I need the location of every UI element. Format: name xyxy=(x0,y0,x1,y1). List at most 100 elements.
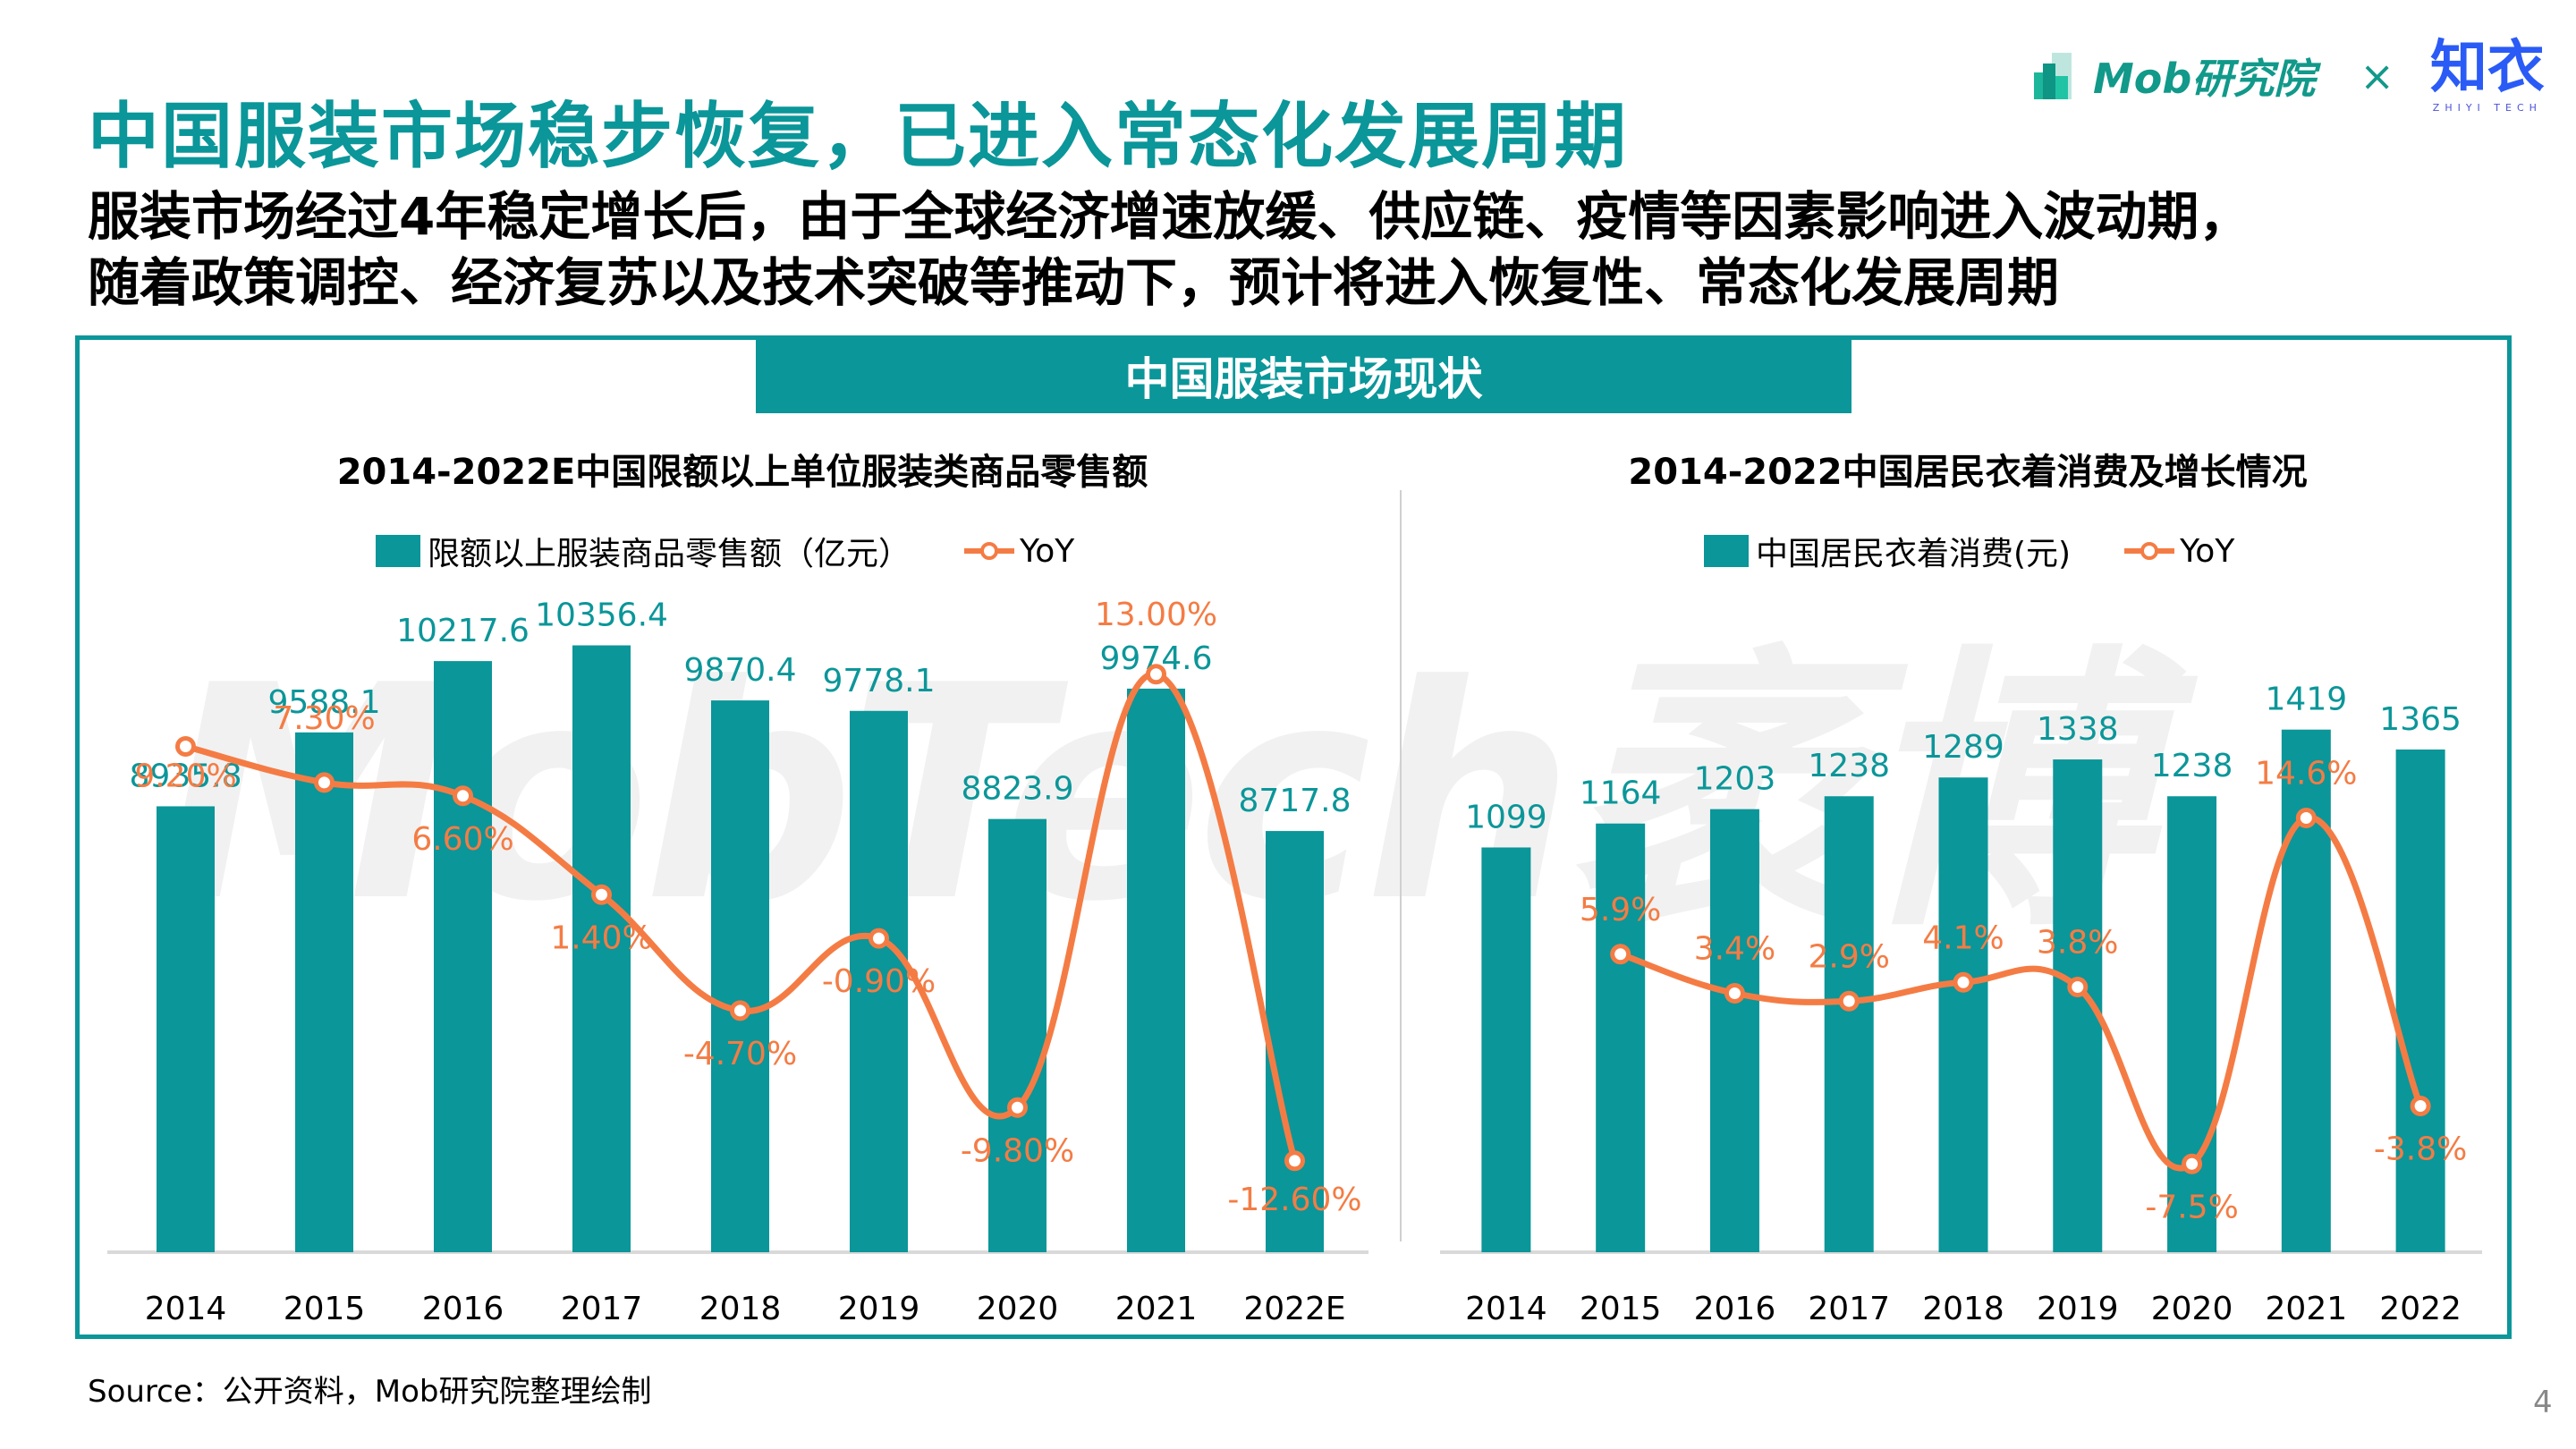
yoy-point xyxy=(2182,1153,2203,1174)
yoy-point xyxy=(730,1000,750,1021)
x-tick-label: 2022E xyxy=(1243,1291,1345,1327)
chart-divider xyxy=(1400,490,1402,1241)
yoy-point xyxy=(1724,983,1745,1004)
yoy-value-label: 9.20% xyxy=(134,758,236,795)
bar-value-label: 1164 xyxy=(1580,775,1662,812)
x-tick-label: 2017 xyxy=(1808,1291,1890,1327)
bar-value-label: 1338 xyxy=(2037,711,2119,748)
bar-value-label: 8935.8 xyxy=(130,758,242,794)
yoy-point xyxy=(869,928,889,949)
subtitle-line-2: 随着政策调控、经济复苏以及技术突破等推动下，预计将进入恢复性、常态化发展周期 xyxy=(88,252,2060,313)
source-note: Source：公开资料，Mob研究院整理绘制 xyxy=(88,1374,652,1410)
zhiyi-logo: 知衣 ZHIYI TECH xyxy=(2430,39,2545,114)
bar-value-label: 1238 xyxy=(1808,748,1890,784)
x-tick-label: 2020 xyxy=(2151,1291,2233,1327)
subtitle-line-1: 服装市场经过4年稳定增长后，由于全球经济增速放缓、供应链、疫情等因素影响进入波动… xyxy=(88,186,2251,247)
bar xyxy=(2395,749,2445,1252)
x-tick-label: 2016 xyxy=(422,1291,504,1327)
bar-value-label: 10356.4 xyxy=(535,597,668,634)
x-tick-label: 2016 xyxy=(1694,1291,1776,1327)
logo-separator: × xyxy=(2360,52,2394,100)
x-tick-label: 2019 xyxy=(2037,1291,2119,1327)
yoy-value-label: -0.90% xyxy=(822,963,936,1000)
yoy-point xyxy=(2410,1096,2431,1116)
x-tick-label: 2020 xyxy=(977,1291,1059,1327)
page-title: 中国服装市场稳步恢复，已进入常态化发展周期 xyxy=(88,95,1628,178)
x-tick-label: 2019 xyxy=(838,1291,920,1327)
bar-value-label: 1419 xyxy=(2266,682,2348,718)
bar xyxy=(988,818,1046,1252)
page-number: 4 xyxy=(2533,1385,2553,1420)
bar xyxy=(1127,688,1185,1252)
x-tick-label: 2015 xyxy=(1580,1291,1662,1327)
yoy-value-label: 2.9% xyxy=(1808,938,1889,975)
bar-value-label: 1365 xyxy=(2379,701,2462,738)
legend-line-label: YoY xyxy=(1020,532,1075,570)
yoy-value-label: 3.4% xyxy=(1694,931,1775,968)
content-frame xyxy=(75,335,2512,1339)
building-icon xyxy=(2034,53,2072,99)
bar xyxy=(1824,796,1874,1252)
mob-logo-text: Mob研究院 xyxy=(2093,55,2316,103)
yoy-value-label: -7.5% xyxy=(2145,1189,2238,1225)
chart-2-title: 2014-2022中国居民衣着消费及增长情况 xyxy=(1628,452,2308,493)
chart-1-legend: 限额以上服装商品零售额（亿元） YoY xyxy=(376,528,1074,574)
x-tick-label: 2021 xyxy=(2266,1291,2348,1327)
bar xyxy=(434,661,492,1252)
x-tick-label: 2018 xyxy=(1922,1291,2004,1327)
legend-bar-label: 限额以上服装商品零售额（亿元） xyxy=(428,536,911,572)
x-tick-label: 2022 xyxy=(2379,1291,2462,1327)
yoy-point xyxy=(1838,990,1860,1012)
bar xyxy=(850,710,908,1252)
bar-value-label: 1099 xyxy=(1465,799,1547,835)
legend-line-label: YoY xyxy=(2180,532,2235,570)
yoy-value-label: -12.60% xyxy=(1227,1182,1361,1218)
yoy-value-label: 3.8% xyxy=(2037,925,2118,962)
x-tick-label: 2017 xyxy=(561,1291,643,1327)
legend-bar-swatch xyxy=(376,535,420,567)
bar-value-label: 8717.8 xyxy=(1239,783,1352,819)
bar-value-label: 9778.1 xyxy=(823,663,936,699)
yoy-value-label: 4.1% xyxy=(1922,919,2004,956)
yoy-value-label: -9.80% xyxy=(961,1132,1074,1169)
zhiyi-logo-subtext: ZHIYI TECH xyxy=(2432,101,2542,114)
yoy-value-label: 13.00% xyxy=(1095,597,1217,633)
legend-bar-label: 中国居民衣着消费(元) xyxy=(1756,536,2072,572)
x-tick-label: 2014 xyxy=(1465,1291,1547,1327)
yoy-value-label: 1.40% xyxy=(550,919,652,956)
bar xyxy=(1709,809,1759,1252)
zhiyi-logo-text: 知衣 xyxy=(2429,34,2545,101)
bar xyxy=(157,806,215,1252)
legend-bar-swatch xyxy=(1704,535,1749,567)
bar xyxy=(1938,777,1988,1252)
yoy-point xyxy=(2067,977,2089,997)
chart-2-legend: 中国居民衣着消费(元) YoY xyxy=(1704,528,2234,574)
chart-1-title: 2014-2022E中国限额以上单位服装类商品零售额 xyxy=(336,452,1148,493)
yoy-value-label: 14.6% xyxy=(2255,756,2357,792)
bar-value-label: 1289 xyxy=(1922,729,2004,766)
yoy-value-label: -4.70% xyxy=(683,1036,797,1072)
yoy-point xyxy=(1146,664,1166,685)
yoy-point xyxy=(1610,944,1631,965)
bar-value-label: 1203 xyxy=(1694,761,1776,798)
page-subtitle: 服装市场经过4年稳定增长后，由于全球经济增速放缓、供应链、疫情等因素影响进入波动… xyxy=(88,183,2250,316)
bar-value-label: 9870.4 xyxy=(684,652,797,689)
yoy-point xyxy=(2295,808,2317,828)
yoy-point xyxy=(175,736,196,757)
x-tick-label: 2014 xyxy=(145,1291,227,1327)
bar-value-label: 1238 xyxy=(2151,748,2233,784)
legend-line-swatch xyxy=(2124,535,2175,567)
yoy-point xyxy=(314,772,335,793)
bar xyxy=(1481,847,1531,1252)
x-tick-label: 2021 xyxy=(1115,1291,1198,1327)
yoy-point xyxy=(1007,1097,1028,1118)
yoy-point xyxy=(591,884,612,905)
bar xyxy=(2167,796,2217,1252)
bar-value-label: 10217.6 xyxy=(396,613,530,649)
bar-value-label: 9588.1 xyxy=(268,684,381,721)
section-title: 中国服装市场现状 xyxy=(756,338,1852,413)
yoy-value-label: 7.30% xyxy=(273,700,375,737)
yoy-value-label: 6.60% xyxy=(411,821,513,858)
